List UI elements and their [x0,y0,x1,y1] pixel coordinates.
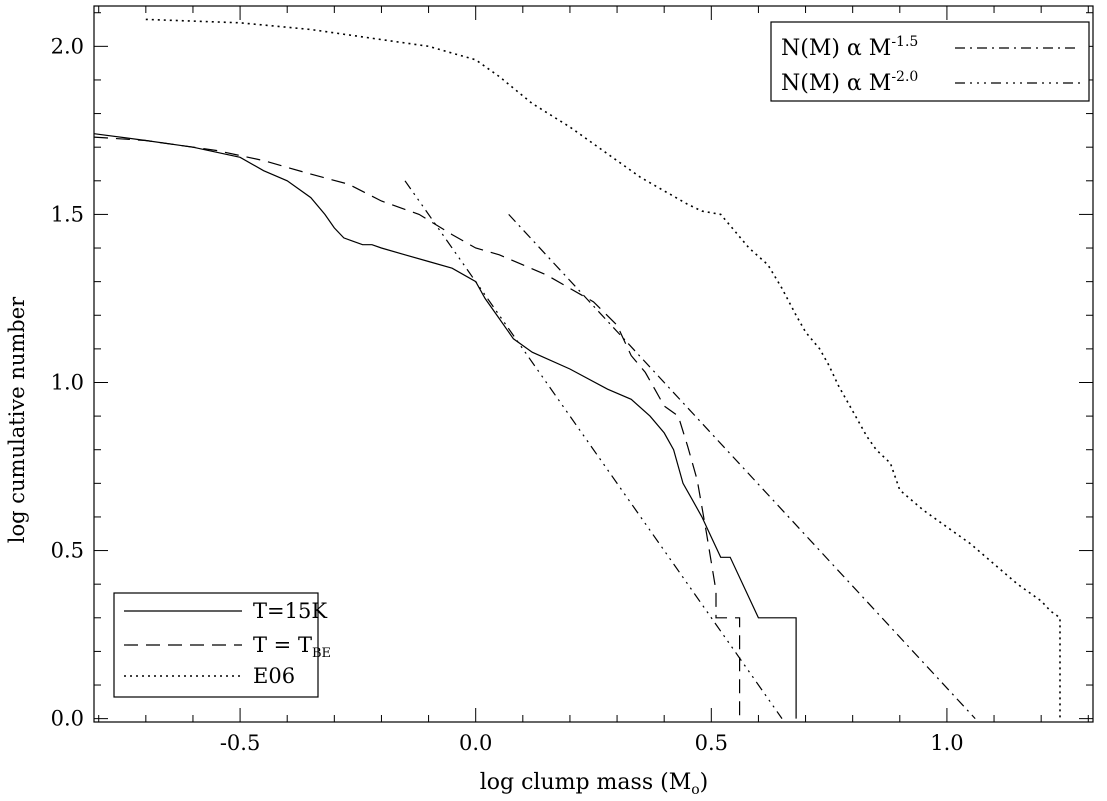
legend-top-right-box [770,21,1090,102]
y-tick-label: 0.0 [51,707,84,731]
x-axis-label-sub: o [691,782,699,798]
legend-top-right: N(M) α M-1.5 N(M) α M-2.0 [770,21,1090,102]
x-tick-label: -0.5 [220,731,261,755]
legend-entry-e06: E06 [253,664,295,688]
y-tick-label: 2.0 [51,34,84,58]
legend-entry-slope-1.5-text: N(M) α M [781,36,891,61]
x-tick-label: 0.5 [695,731,728,755]
legend-entry-t15k-text: T=15K [253,599,327,623]
legend-entry-e06-text: E06 [253,664,295,688]
x-tick-label: 1.0 [930,731,963,755]
legend-entry-slope-2.0-text: N(M) α M [781,71,891,96]
legend-entry-t15k: T=15K [253,599,327,623]
series-t15k [93,133,797,719]
legend-entry-slope-2.0: N(M) α M-2.0 [781,69,918,96]
legend-bottom-left: T=15K T = TBE E06 [113,592,331,698]
series-tbe [93,136,741,719]
series-powerlaw-2.0 [404,180,783,719]
x-axis-label: log clump mass (Mo) [480,770,709,798]
y-tick-label: 0.5 [51,539,84,563]
y-tick-label: 1.0 [51,370,84,394]
legend-entry-slope-2.0-sup: -2.0 [891,69,918,85]
series-layer [93,18,1061,720]
axes: -0.5 0.0 0.5 1.0 0.0 0.5 1.0 1.5 2.0 [51,5,1094,755]
y-axis-label: log cumulative number [5,296,29,543]
series-powerlaw-1.5 [508,213,976,720]
legend-entry-slope-1.5-sup: -1.5 [891,34,918,50]
plot-frame [93,5,1094,723]
x-axis-label-main: log clump mass (M [480,770,691,795]
legend-entry-tbe-text: T = T [253,633,312,657]
y-tick-label: 1.5 [51,202,84,226]
x-tick-label: 0.0 [459,731,492,755]
legend-entry-tbe: T = TBE [253,633,331,661]
legend-entry-slope-1.5: N(M) α M-1.5 [781,34,918,61]
x-axis-label-close: ) [700,770,709,795]
legend-entry-tbe-sub: BE [312,646,331,661]
